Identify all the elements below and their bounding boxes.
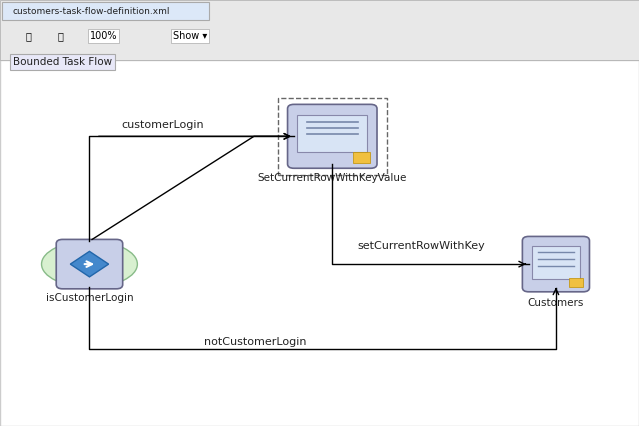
Text: Bounded Task Flow: Bounded Task Flow xyxy=(13,57,112,67)
Text: setCurrentRowWithKey: setCurrentRowWithKey xyxy=(358,241,486,251)
Text: customers-task-flow-definition.xml: customers-task-flow-definition.xml xyxy=(13,7,170,17)
FancyBboxPatch shape xyxy=(2,2,209,20)
Text: customerLogin: customerLogin xyxy=(121,120,204,130)
Text: 🔍: 🔍 xyxy=(58,31,63,41)
Polygon shape xyxy=(70,251,109,277)
Text: Customers: Customers xyxy=(528,298,584,308)
FancyBboxPatch shape xyxy=(0,60,639,426)
FancyBboxPatch shape xyxy=(353,152,370,163)
FancyBboxPatch shape xyxy=(0,0,639,60)
Text: isCustomerLogin: isCustomerLogin xyxy=(45,293,134,303)
FancyBboxPatch shape xyxy=(297,115,367,153)
Text: Show ▾: Show ▾ xyxy=(173,31,207,41)
Text: 100%: 100% xyxy=(89,31,117,41)
Ellipse shape xyxy=(42,241,137,287)
FancyBboxPatch shape xyxy=(56,239,123,289)
FancyBboxPatch shape xyxy=(288,104,377,168)
Text: notCustomerLogin: notCustomerLogin xyxy=(204,337,307,347)
FancyBboxPatch shape xyxy=(569,278,583,287)
Text: 🔍: 🔍 xyxy=(26,31,31,41)
Text: SetCurrentRowWithKeyValue: SetCurrentRowWithKeyValue xyxy=(258,173,407,182)
FancyBboxPatch shape xyxy=(532,246,580,279)
FancyBboxPatch shape xyxy=(523,236,589,292)
